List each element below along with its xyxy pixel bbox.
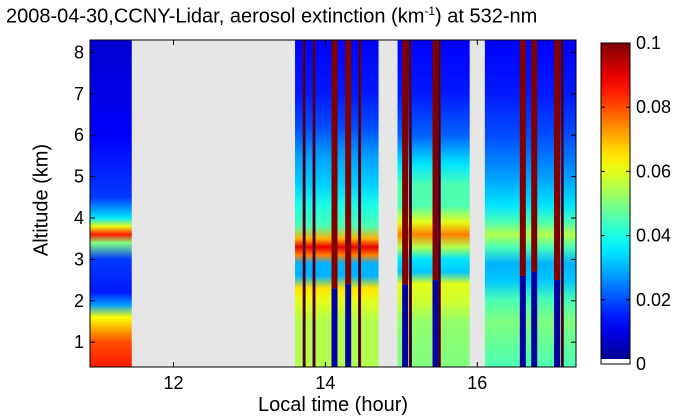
y-tick-label: 5: [74, 167, 84, 187]
colorbar: 0 0.02 0.04 0.06 0.08 0.1: [600, 33, 671, 374]
cloud-column: [402, 40, 409, 367]
y-tick-label: 7: [74, 84, 84, 104]
colorbar-tick-label: 0.04: [636, 226, 671, 246]
cloud-column: [554, 40, 561, 367]
cloud-column: [519, 40, 526, 367]
cloud-columns: [302, 40, 564, 367]
cloud-column: [432, 40, 439, 367]
y-tick-label: 8: [74, 42, 84, 62]
cloud-column: [437, 40, 441, 367]
colorbar-below-range: [601, 359, 630, 364]
y-axis-ticks: 1 2 3 4 5 6 7 8: [74, 42, 576, 352]
data-segment: [90, 40, 132, 367]
title-suffix: ) at 532-nm: [435, 5, 538, 28]
colorbar-tick-label: 0.02: [636, 290, 671, 310]
x-axis-label: Local time (hour): [257, 394, 409, 416]
y-axis-label: Altitude (km): [30, 143, 53, 257]
colorbar-gradient: [601, 43, 630, 364]
x-tick-label: 12: [164, 373, 184, 393]
cloud-column: [302, 40, 306, 367]
y-tick-label: 1: [74, 332, 84, 352]
title-superscript: -1: [424, 4, 436, 18]
x-axis-ticks: 12 14 16: [164, 40, 487, 393]
y-tick-label: 4: [74, 208, 84, 228]
data-segment: [484, 40, 576, 367]
title-prefix: 2008-04-30,CCNY-Lidar, aerosol extinctio…: [6, 5, 425, 28]
cloud-column: [531, 40, 538, 367]
colorbar-tick-label: 0: [636, 354, 646, 374]
cloud-column: [358, 40, 362, 367]
cloud-column: [312, 40, 316, 367]
cloud-column: [331, 40, 338, 367]
cloud-column: [345, 40, 352, 367]
cloud-column: [408, 40, 412, 367]
y-tick-label: 2: [74, 291, 84, 311]
colorbar-tick-label: 0.1: [636, 33, 661, 53]
y-tick-label: 3: [74, 249, 84, 269]
x-tick-label: 14: [315, 373, 335, 393]
y-tick-label: 6: [74, 125, 84, 145]
plot-frame: [89, 39, 577, 368]
colorbar-frame: [600, 42, 631, 365]
x-tick-label: 16: [467, 373, 487, 393]
colorbar-tick-label: 0.08: [636, 97, 671, 117]
chart-title: 2008-04-30,CCNY-Lidar, aerosol extinctio…: [0, 4, 700, 29]
colorbar-tick-label: 0.06: [636, 161, 671, 181]
cloud-column: [560, 40, 564, 367]
